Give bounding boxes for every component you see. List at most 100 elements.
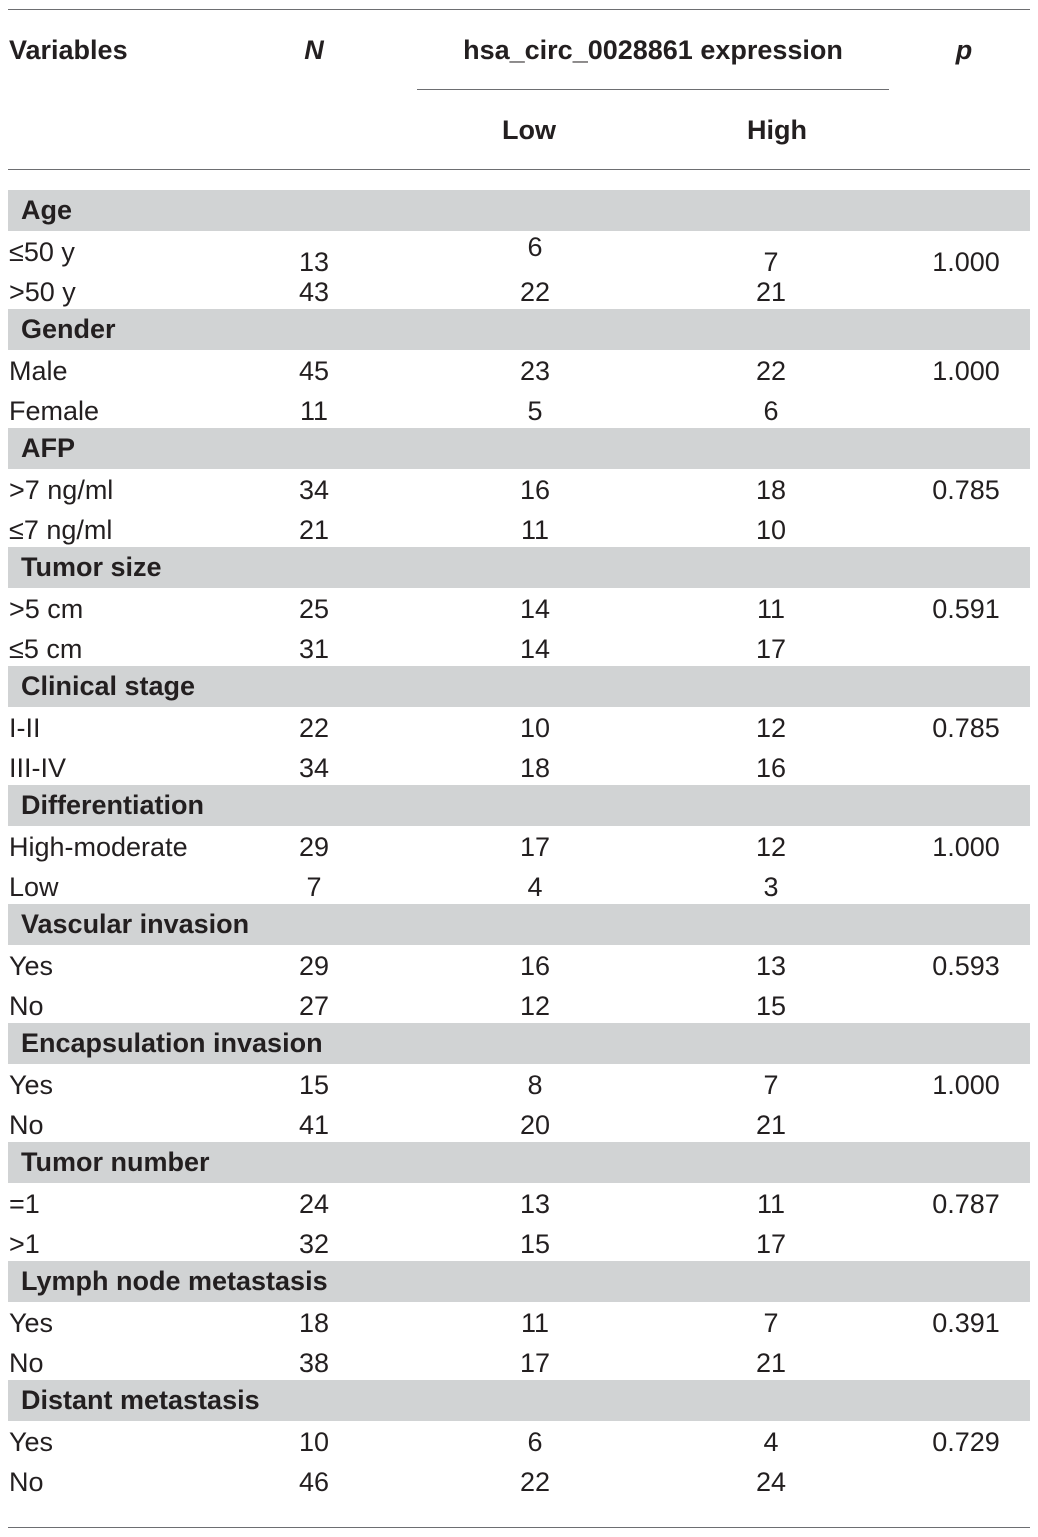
row-high-value: 22 — [755, 356, 787, 386]
row-label: Yes — [9, 1070, 54, 1100]
row-n-value: 46 — [298, 1467, 330, 1497]
row-high-value: 10 — [755, 515, 787, 545]
row-high-value: 21 — [755, 277, 787, 307]
row-label: Yes — [9, 951, 54, 981]
row-p-value: 0.593 — [932, 951, 1000, 981]
row-low-value: 23 — [519, 356, 551, 386]
row-low-value: 10 — [519, 713, 551, 743]
row-p-value: 0.785 — [932, 475, 1000, 505]
group-title: Tumor number — [21, 1147, 210, 1177]
row-p-value: 1.000 — [932, 832, 1000, 862]
row-p-value: 0.785 — [932, 713, 1000, 743]
row-label: ≤5 cm — [9, 634, 83, 664]
row-label: No — [9, 991, 44, 1021]
row-p-value: 1.000 — [932, 247, 1000, 277]
row-low-value: 5 — [527, 396, 543, 426]
row-low-value: 15 — [519, 1229, 551, 1259]
row-n-value: 29 — [298, 951, 330, 981]
header-n: N — [304, 35, 324, 65]
row-n-value: 34 — [298, 475, 330, 505]
row-high-value: 13 — [755, 951, 787, 981]
row-n-value: 15 — [298, 1070, 330, 1100]
row-low-value: 16 — [519, 951, 551, 981]
row-n-value: 29 — [298, 832, 330, 862]
row-n-value: 32 — [298, 1229, 330, 1259]
row-p-value: 0.591 — [932, 594, 1000, 624]
row-label: ≤50 y — [9, 237, 75, 267]
row-n-value: 25 — [298, 594, 330, 624]
row-low-value: 22 — [519, 1467, 551, 1497]
group-header-row: Tumor number — [8, 1142, 1030, 1183]
row-label: III-IV — [9, 753, 67, 783]
group-title: Gender — [21, 314, 116, 344]
row-high-value: 11 — [756, 594, 786, 624]
row-n-value: 22 — [298, 713, 330, 743]
row-low-value: 18 — [519, 753, 551, 783]
header-expression: hsa_circ_0028861 expression — [463, 35, 843, 65]
row-high-value: 17 — [755, 634, 787, 664]
row-n-value: 31 — [298, 634, 330, 664]
row-label: I-II — [9, 713, 41, 743]
group-header-row: Tumor size — [8, 547, 1030, 588]
row-label: Yes — [9, 1308, 54, 1338]
expression-underline — [417, 89, 889, 90]
row-high-value: 7 — [763, 247, 779, 277]
row-low-value: 13 — [519, 1189, 551, 1219]
row-high-value: 4 — [763, 1427, 779, 1457]
group-title: AFP — [21, 433, 75, 463]
group-title: Distant metastasis — [21, 1385, 260, 1415]
row-high-value: 12 — [755, 832, 787, 862]
group-header-row: Gender — [8, 309, 1030, 350]
row-n-value: 13 — [298, 247, 330, 277]
row-n-value: 10 — [298, 1427, 330, 1457]
row-p-value: 1.000 — [932, 1070, 1000, 1100]
row-label: No — [9, 1348, 44, 1378]
row-n-value: 27 — [298, 991, 330, 1021]
row-low-value: 12 — [519, 991, 551, 1021]
group-header-row: Lymph node metastasis — [8, 1261, 1030, 1302]
group-title: Vascular invasion — [21, 909, 250, 939]
row-low-value: 11 — [520, 1308, 550, 1338]
row-n-value: 34 — [298, 753, 330, 783]
group-header-row: Differentiation — [8, 785, 1030, 826]
row-label: High-moderate — [9, 832, 188, 862]
row-label: No — [9, 1467, 44, 1497]
row-low-value: 17 — [519, 832, 551, 862]
row-n-value: 24 — [298, 1189, 330, 1219]
row-label: Yes — [9, 1427, 54, 1457]
row-label: >50 y — [9, 277, 76, 307]
row-low-value: 14 — [519, 634, 551, 664]
row-low-value: 22 — [519, 277, 551, 307]
row-high-value: 24 — [755, 1467, 787, 1497]
row-p-value: 0.391 — [932, 1308, 1000, 1338]
header-low: Low — [502, 115, 556, 145]
row-low-value: 11 — [520, 515, 550, 545]
row-label: >5 cm — [9, 594, 84, 624]
row-n-value: 7 — [306, 872, 322, 902]
row-high-value: 7 — [763, 1070, 779, 1100]
group-title: Differentiation — [21, 790, 205, 820]
row-high-value: 3 — [763, 872, 779, 902]
row-n-value: 45 — [298, 356, 330, 386]
row-high-value: 12 — [755, 713, 787, 743]
group-header-row: Vascular invasion — [8, 904, 1030, 945]
row-low-value: 8 — [527, 1070, 543, 1100]
row-high-value: 15 — [755, 991, 787, 1021]
group-header-row: Clinical stage — [8, 666, 1030, 707]
row-low-value: 17 — [519, 1348, 551, 1378]
row-high-value: 21 — [755, 1348, 787, 1378]
top-rule — [8, 9, 1030, 10]
row-high-value: 18 — [755, 475, 787, 505]
group-header-row: Age — [8, 190, 1030, 231]
group-title: Tumor size — [21, 552, 162, 582]
row-n-value: 38 — [298, 1348, 330, 1378]
header-bottom-rule — [8, 169, 1030, 170]
group-header-row: AFP — [8, 428, 1030, 469]
row-n-value: 11 — [299, 396, 329, 426]
row-label: Male — [9, 356, 68, 386]
bottom-rule — [8, 1527, 1030, 1528]
row-n-value: 41 — [298, 1110, 330, 1140]
row-n-value: 18 — [298, 1308, 330, 1338]
row-low-value: 16 — [519, 475, 551, 505]
row-high-value: 11 — [756, 1189, 786, 1219]
